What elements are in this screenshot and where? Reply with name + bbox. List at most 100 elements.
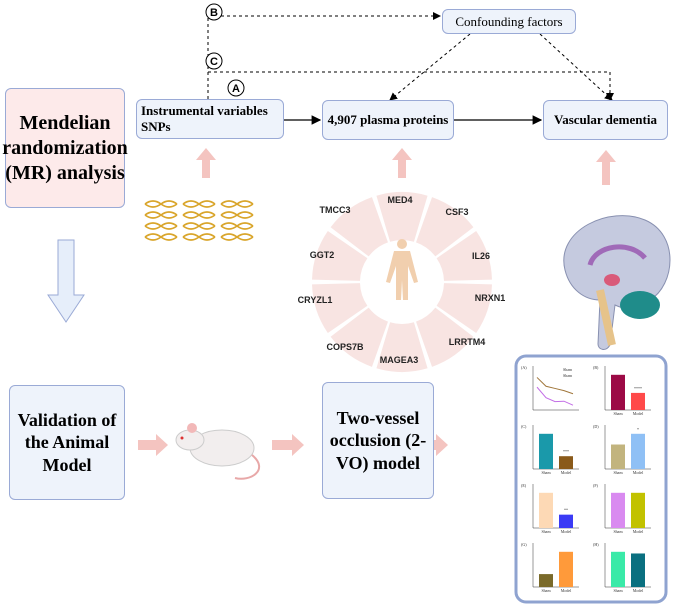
line-series — [536, 377, 574, 395]
wheel-segment — [376, 322, 428, 372]
category-label: Sham — [541, 470, 551, 475]
protein-label: COPS7B — [326, 342, 364, 352]
rat-icon — [175, 423, 261, 480]
instrumental-variables-box: Instrumental variables SNPs — [136, 99, 284, 139]
line-series — [536, 386, 574, 406]
category-label: Sham — [541, 588, 551, 593]
bar — [539, 574, 553, 587]
panel-label: (F) — [593, 483, 599, 488]
plasma-proteins-box: 4,907 plasma proteins — [322, 100, 454, 140]
path-label-circles — [205, 3, 245, 97]
results-panel — [514, 354, 668, 604]
dna-strand — [182, 200, 216, 208]
legend-label: Sham — [563, 373, 573, 378]
dna-strand — [144, 222, 178, 230]
dna-strand — [182, 211, 216, 219]
label-a: A — [232, 83, 240, 95]
category-label: Model — [633, 470, 644, 475]
significance-label: ** — [564, 508, 568, 513]
bar — [611, 374, 625, 410]
significance-label: **** — [634, 386, 642, 391]
wheel-segment — [436, 231, 492, 281]
panel-label: (D) — [593, 424, 599, 429]
protein-label: TMCC3 — [320, 205, 351, 215]
bar — [611, 492, 625, 528]
panel-label: (C) — [521, 424, 527, 429]
category-label: Model — [561, 529, 572, 534]
bar — [559, 514, 573, 528]
dna-strand — [144, 200, 178, 208]
bar — [611, 444, 625, 469]
bar — [539, 433, 553, 469]
mr-analysis-box: Mendelian randomization (MR) analysis — [2, 88, 128, 208]
bar — [631, 492, 645, 528]
dna-strand — [182, 222, 216, 230]
path-c-line — [208, 71, 614, 101]
protein-label: MAGEA3 — [380, 355, 419, 365]
category-label: Sham — [613, 588, 623, 593]
bar — [631, 433, 645, 469]
category-label: Model — [561, 470, 572, 475]
dna-strand — [220, 233, 254, 241]
protein-wheel — [312, 192, 492, 372]
wheel-segment — [330, 197, 388, 257]
protein-label: MED4 — [387, 195, 412, 205]
snps-label: SNPs — [141, 119, 171, 134]
protein-label: LRRTM4 — [449, 337, 486, 347]
bar — [539, 492, 553, 528]
wheel-segment — [330, 307, 388, 367]
bar — [611, 551, 625, 587]
confounder-to-outcome — [539, 33, 613, 101]
protein-label: GGT2 — [310, 250, 335, 260]
panel-label: (G) — [521, 542, 527, 547]
vascular-dementia-box: Vascular dementia — [543, 100, 668, 140]
confounding-factors-box: Confounding factors — [442, 9, 576, 34]
protein-label: CRYZL1 — [298, 295, 333, 305]
wheel-segment — [416, 197, 474, 257]
significance-label: *** — [563, 449, 569, 454]
panel-label: (A) — [521, 365, 527, 370]
brain-icon — [563, 215, 671, 350]
significance-label: * — [637, 427, 639, 432]
wheel-segment — [416, 307, 474, 367]
category-label: Model — [633, 588, 644, 593]
validation-box: Validation of the Animal Model — [9, 385, 125, 500]
protein-label: CSF3 — [445, 207, 468, 217]
wheel-segment — [312, 231, 368, 281]
instrumental-label: Instrumental variables — [141, 103, 268, 118]
down-arrow-icon — [47, 239, 85, 323]
confounder-to-proteins — [389, 33, 471, 101]
category-label: Model — [561, 588, 572, 593]
protein-label: NRXN1 — [475, 293, 506, 303]
pink-up-arrows — [196, 148, 616, 185]
dna-strand — [144, 233, 178, 241]
dna-icon — [144, 200, 254, 241]
bar — [631, 392, 645, 410]
category-label: Model — [633, 529, 644, 534]
bar — [559, 456, 573, 469]
bar — [631, 553, 645, 587]
wheel-segment — [376, 192, 428, 242]
two-vessel-occlusion-box: Two-vessel occlusion (2-VO) model — [322, 382, 434, 499]
wheel-segment — [312, 283, 368, 333]
category-label: Sham — [613, 529, 623, 534]
dna-strand — [144, 211, 178, 219]
label-c: C — [210, 56, 218, 68]
panel-label: (B) — [593, 365, 599, 370]
category-label: Model — [633, 411, 644, 416]
dna-strand — [220, 222, 254, 230]
protein-label: IL26 — [472, 251, 490, 261]
bar — [559, 551, 573, 587]
category-label: Sham — [541, 529, 551, 534]
legend-label: Sham — [563, 367, 573, 372]
label-b: B — [210, 7, 218, 19]
dashed-paths — [207, 12, 614, 101]
category-label: Sham — [613, 470, 623, 475]
panel-label: (E) — [521, 483, 527, 488]
human-body-icon — [386, 239, 418, 300]
dna-strand — [220, 211, 254, 219]
panel-label: (H) — [593, 542, 599, 547]
